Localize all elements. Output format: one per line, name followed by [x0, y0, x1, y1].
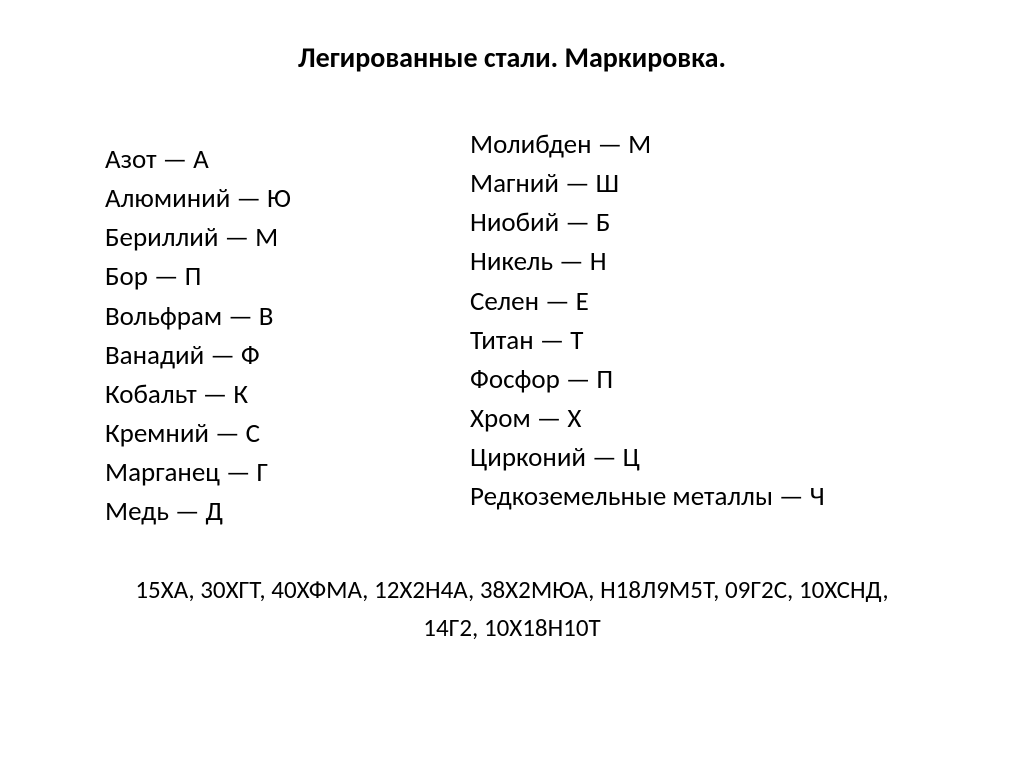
right-column: Молибден — М Магний — Ш Ниобий — Б Никел… [470, 125, 960, 531]
list-item: Редкоземельные металлы — Ч [470, 477, 960, 516]
page-title: Легированные стали. Маркировка. [0, 40, 1024, 75]
left-column: Азот — А Алюминий — Ю Бериллий — М Бор —… [105, 140, 470, 531]
list-item: Бор — П [105, 257, 470, 296]
list-item: Никель — Н [470, 242, 960, 281]
list-item: Ниобий — Б [470, 203, 960, 242]
list-item: Алюминий — Ю [105, 179, 470, 218]
list-item: Медь — Д [105, 492, 470, 531]
list-item: Марганец — Г [105, 453, 470, 492]
list-item: Селен — Е [470, 282, 960, 321]
list-item: Цирконий — Ц [470, 438, 960, 477]
list-item: Бериллий — М [105, 218, 470, 257]
list-item: Хром — Х [470, 399, 960, 438]
examples-text: 15ХА, 30ХГТ, 40ХФМА, 12Х2Н4А, 38Х2МЮА, Н… [0, 571, 1024, 646]
list-item: Фосфор — П [470, 360, 960, 399]
list-item: Вольфрам — В [105, 297, 470, 336]
list-item: Титан — Т [470, 321, 960, 360]
list-item: Азот — А [105, 140, 470, 179]
list-item: Магний — Ш [470, 164, 960, 203]
list-item: Кремний — С [105, 414, 470, 453]
list-item: Молибден — М [470, 125, 960, 164]
list-item: Ванадий — Ф [105, 336, 470, 375]
columns-container: Азот — А Алюминий — Ю Бериллий — М Бор —… [0, 125, 1024, 531]
list-item: Кобальт — К [105, 375, 470, 414]
